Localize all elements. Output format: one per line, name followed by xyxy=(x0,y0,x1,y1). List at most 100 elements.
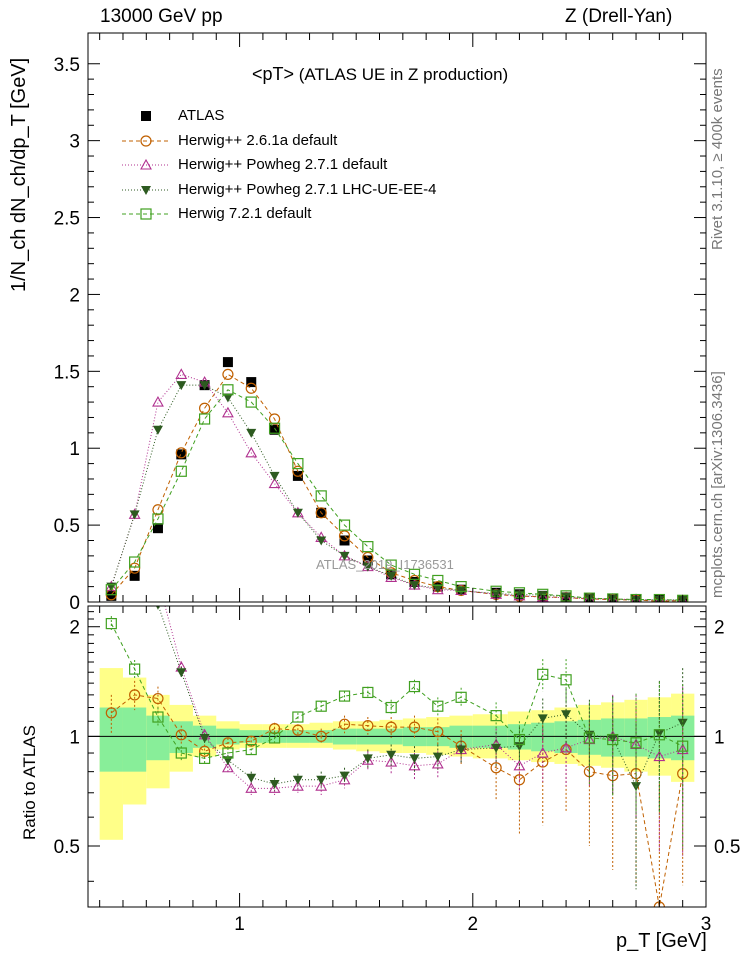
ratio-point-powheg_ue xyxy=(362,754,373,764)
main-y-tick-label: 3 xyxy=(69,132,80,153)
panel-frames xyxy=(87,32,707,908)
point-powheg_ue xyxy=(339,551,350,561)
point-h721 xyxy=(315,490,327,502)
point-powheg_ue xyxy=(316,536,327,546)
point-powheg_ue xyxy=(269,471,280,481)
ratio-point-powheg_ue xyxy=(677,718,688,728)
point-h721 xyxy=(455,581,467,593)
ratio-point-powheg_ue xyxy=(339,771,350,781)
ratio-point-h721 xyxy=(677,740,689,752)
legend-label: Herwig++ Powheg 2.7.1 default xyxy=(178,156,388,173)
point-h721 xyxy=(199,413,211,425)
ratio-point-powheg_ue xyxy=(654,729,665,739)
point-powheg_ue xyxy=(292,508,303,518)
main-y-tick-label: 0.5 xyxy=(54,516,80,537)
point-powheg_ue xyxy=(199,381,210,391)
ratio-point-powheg_ue xyxy=(432,752,443,762)
ratio-point-h721 xyxy=(199,752,211,764)
ratio-point-powheg xyxy=(431,757,444,769)
legend-swatch xyxy=(122,208,168,220)
ratio-point-h721 xyxy=(408,680,421,693)
energy-label: 13000 GeV pp xyxy=(100,6,223,27)
ratio-point-powheg_ue xyxy=(199,733,210,743)
ratio-point-h721 xyxy=(385,701,397,714)
point-powheg_ue xyxy=(491,589,502,599)
main-y-tick-label: 2 xyxy=(69,285,80,306)
ratio-point-h721 xyxy=(583,732,595,744)
legend-label: Herwig++ Powheg 2.7.1 LHC-UE-EE-4 xyxy=(178,180,437,198)
legend-label: Herwig 7.2.1 default xyxy=(178,205,312,222)
legend-swatch xyxy=(122,158,168,170)
main-y-tick-label: 1 xyxy=(69,439,80,460)
ratio-point-h721 xyxy=(152,711,164,723)
plot-title: <pT> (ATLAS UE in Z production) xyxy=(252,64,508,85)
point-powheg xyxy=(245,446,258,458)
ratio-point-powheg_ue xyxy=(561,710,572,720)
ratio-point-h721 xyxy=(653,729,665,741)
point-powheg xyxy=(431,583,444,595)
ratio-point-h261 xyxy=(385,721,397,733)
ratio-point-powheg xyxy=(536,746,549,758)
ratio-point-h261 xyxy=(432,726,444,738)
ratio-point-powheg xyxy=(268,782,281,793)
point-h261 xyxy=(175,447,187,459)
point-h721 xyxy=(630,593,642,602)
ratio-point-h261 xyxy=(490,762,502,774)
ratio-point-powheg xyxy=(153,574,163,583)
point-powheg_ue xyxy=(152,425,163,435)
point-h721 xyxy=(653,593,665,602)
point-powheg_ue xyxy=(386,571,397,581)
ratio-point-h721 xyxy=(432,700,444,712)
uncertainty-band xyxy=(88,668,706,840)
point-h721 xyxy=(268,422,281,434)
point-h721 xyxy=(175,465,187,477)
ratio-point-h261 xyxy=(175,729,187,741)
legend-marker xyxy=(141,185,151,195)
ratio-point-powheg_ue xyxy=(537,714,548,724)
point-data xyxy=(106,590,117,601)
legend-marker xyxy=(140,208,152,220)
ratio-point-h721 xyxy=(175,747,187,759)
ratio-point-powheg xyxy=(408,759,421,771)
point-data xyxy=(246,377,257,388)
point-powheg xyxy=(175,368,188,379)
point-h721 xyxy=(408,568,421,580)
ratio-panel-marks xyxy=(105,574,689,907)
ratio-point-powheg xyxy=(291,780,304,791)
ratio-point-powheg xyxy=(653,750,666,762)
analysis-watermark: ATLAS_2019_I1736531 xyxy=(316,557,454,572)
ratio-point-h721 xyxy=(490,710,502,722)
point-powheg_ue xyxy=(222,393,233,403)
point-h721 xyxy=(129,556,141,568)
ratio-point-h261 xyxy=(199,745,211,757)
ratio-y-tick-label-right: 1 xyxy=(714,727,725,748)
point-h721 xyxy=(338,519,351,531)
ratio-point-powheg xyxy=(245,782,258,793)
band-inner-bin xyxy=(122,707,147,772)
ratio-point-h721 xyxy=(338,690,351,702)
legend-marker xyxy=(140,158,152,170)
main-y-tick-label: 1.5 xyxy=(54,362,80,383)
x-tick-label: 1 xyxy=(234,914,245,935)
legend-marker xyxy=(141,111,151,121)
main-y-axis-label-text: 1/N_ch dN_ch/dp_T [GeV] xyxy=(8,57,30,292)
ratio-point-powheg_ue xyxy=(176,668,187,678)
band-inner-bin xyxy=(169,721,193,754)
ratio-point-h721 xyxy=(222,747,234,759)
point-powheg_ue xyxy=(129,510,140,520)
point-data xyxy=(362,555,373,566)
point-h721 xyxy=(362,541,374,553)
ratio-point-h261 xyxy=(129,689,141,701)
ratio-point-h721 xyxy=(129,663,141,675)
ratio-point-powheg_ue xyxy=(386,750,397,760)
ratio-point-powheg_ue xyxy=(269,779,280,789)
point-h261 xyxy=(222,368,234,380)
legend-swatch xyxy=(141,111,151,121)
ratio-point-h721 xyxy=(105,617,117,630)
main-y-tick-label: 2.5 xyxy=(54,209,80,230)
point-h721 xyxy=(432,574,444,587)
ratio-point-powheg xyxy=(315,780,328,791)
point-h261 xyxy=(199,402,211,414)
ratio-point-powheg_ue xyxy=(456,745,467,755)
point-powheg xyxy=(152,395,164,407)
